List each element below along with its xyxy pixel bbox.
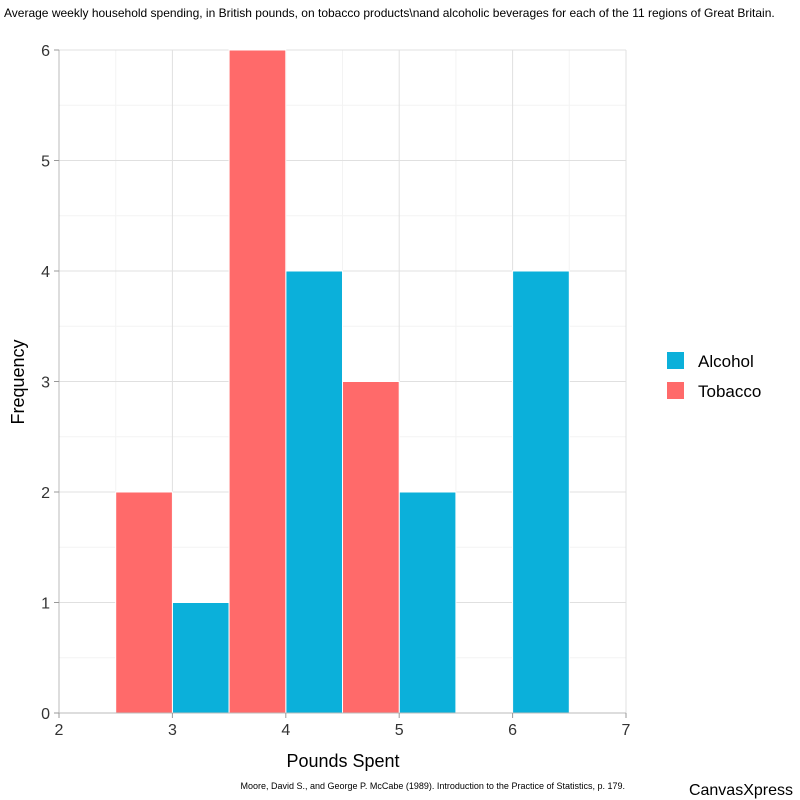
y-tick-label: 6 [41, 43, 50, 60]
bar-tobacco [228, 49, 287, 714]
axes: 2 3 4 5 6 7 0 1 2 3 4 5 6 [41, 43, 630, 739]
x-tick-label: 3 [168, 722, 177, 739]
y-tick-label: 1 [41, 596, 50, 613]
legend: Alcohol Tobacco [667, 352, 761, 401]
legend-swatch-alcohol [667, 352, 684, 369]
brand-label: CanvasXpress [689, 782, 793, 799]
bar-tobacco [115, 491, 173, 714]
y-tick-label: 4 [41, 264, 50, 281]
y-tick-label: 0 [41, 706, 50, 723]
bar-alcohol [398, 491, 457, 714]
x-tick-label: 2 [55, 722, 64, 739]
y-tick-label: 5 [41, 154, 50, 171]
bar-alcohol [512, 270, 570, 714]
bar-alcohol [171, 602, 230, 714]
bars [115, 49, 570, 714]
y-axis-label: Frequency [8, 339, 28, 424]
x-axis-label: Pounds Spent [286, 751, 399, 771]
x-tick-label: 4 [281, 722, 290, 739]
x-tick-label: 5 [395, 722, 404, 739]
y-tick-label: 3 [41, 375, 50, 392]
chart-title: Average weekly household spending, in Br… [4, 6, 775, 20]
legend-label: Alcohol [698, 352, 754, 371]
x-tick-label: 7 [622, 722, 631, 739]
y-tick-label: 2 [41, 485, 50, 502]
legend-swatch-tobacco [667, 382, 684, 399]
x-tick-label: 6 [508, 722, 517, 739]
bar-tobacco [342, 381, 400, 714]
legend-label: Tobacco [698, 382, 761, 401]
bar-alcohol [285, 270, 343, 714]
citation: Moore, David S., and George P. McCabe (1… [240, 781, 625, 791]
